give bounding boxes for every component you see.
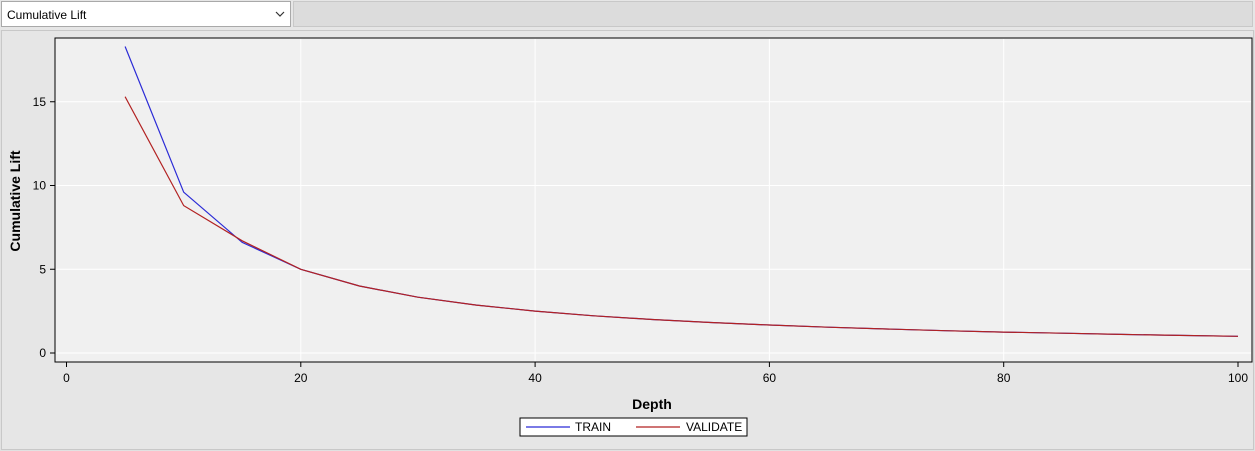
y-tick-label: 5 [39, 262, 46, 276]
x-tick-label: 100 [1228, 371, 1248, 385]
legend-box [519, 417, 748, 437]
legend: TRAIN VALIDATE [519, 417, 748, 437]
chart-type-dropdown-value: Cumulative Lift [7, 8, 87, 22]
x-axis-title: Depth [632, 396, 672, 412]
toolbar-background [293, 1, 1253, 27]
series-line-validate [124, 96, 1239, 337]
lift-chart: 0 20 40 60 80 100 0 5 10 15 Depth Cumulative Lift… [7, 37, 1253, 437]
y-tick-label: 0 [39, 346, 46, 360]
chart-type-dropdown[interactable]: Cumulative Lift [1, 1, 291, 27]
y-tick-label: 15 [33, 95, 47, 109]
plot-background [54, 37, 1253, 363]
x-tick-label: 0 [63, 371, 70, 385]
x-tick-label: 20 [294, 371, 308, 385]
series-lines [124, 46, 1239, 337]
x-tick-label: 60 [763, 371, 777, 385]
legend-label-train: TRAIN [575, 420, 611, 434]
x-tick-label: 80 [997, 371, 1011, 385]
y-axis-title: Cumulative Lift [7, 150, 23, 251]
toolbar: Cumulative Lift [0, 0, 1255, 30]
chart-area: 0 20 40 60 80 100 0 5 10 15 Depth Cumulative Lift… [1, 30, 1254, 450]
legend-label-validate: VALIDATE [686, 420, 742, 434]
y-tick-label: 10 [33, 179, 47, 193]
axes: 0 20 40 60 80 100 0 5 10 15 [33, 95, 1249, 385]
grid-lines [56, 39, 1251, 361]
x-tick-label: 40 [528, 371, 542, 385]
chevron-down-icon[interactable] [274, 8, 286, 20]
